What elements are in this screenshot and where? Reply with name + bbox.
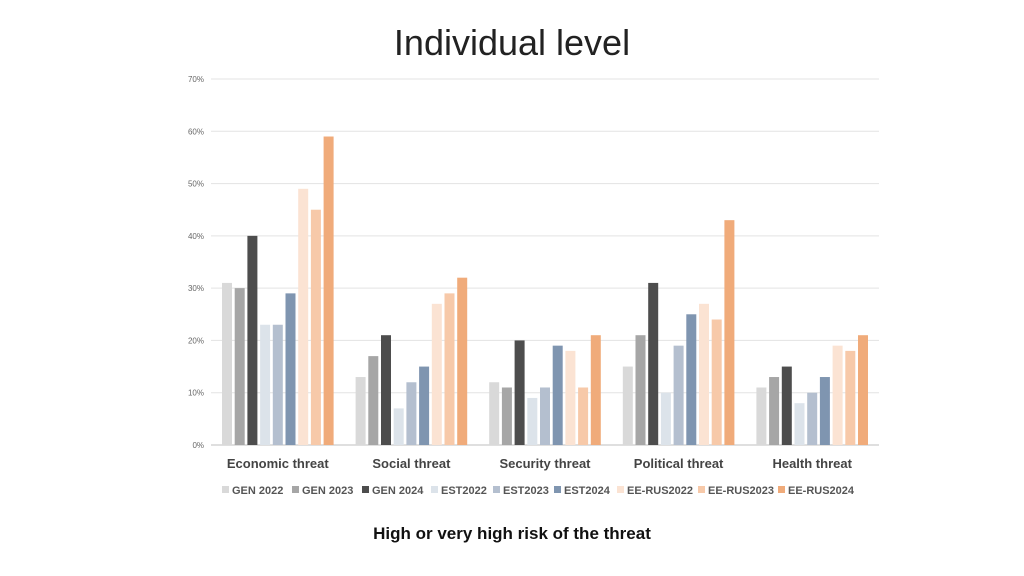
legend-label: EST2024	[564, 485, 611, 497]
bar-est2022-0	[260, 324, 271, 445]
bar-ee-rus2023-4	[845, 350, 856, 445]
y-axis-ticks: 0% 10% 20% 30% 40% 50% 60% 70%	[188, 75, 204, 450]
legend-item: GEN 2023	[292, 485, 353, 497]
bar-est2022-1	[393, 408, 404, 445]
legend-label: EE-RUS2024	[788, 485, 855, 497]
y-tick-label: 10%	[188, 389, 204, 398]
bar-est2022-4	[794, 403, 805, 445]
legend-swatch	[292, 486, 299, 493]
bar-gen-2024-3	[648, 282, 659, 445]
legend-item: EST2022	[431, 485, 487, 497]
legend-item: GEN 2022	[222, 485, 283, 497]
bar-gen-2022-1	[355, 377, 366, 445]
category-label: Security threat	[499, 456, 591, 471]
y-tick-label: 70%	[188, 75, 204, 84]
legend-label: EE-RUS2022	[627, 485, 693, 497]
category-label: Social threat	[372, 456, 451, 471]
legend-swatch	[698, 486, 705, 493]
footer-caption: High or very high risk of the threat	[373, 524, 651, 543]
bar-ee-rus2022-3	[699, 303, 709, 445]
category-label: Economic threat	[227, 456, 330, 471]
y-tick-label: 60%	[188, 127, 204, 136]
bar-ee-rus2023-1	[444, 293, 455, 445]
bar-gen-2024-1	[381, 335, 391, 445]
category-label: Health threat	[772, 456, 852, 471]
legend-swatch	[617, 486, 624, 493]
legend-label: EE-RUS2023	[708, 485, 774, 497]
legend-item: EE-RUS2022	[617, 485, 693, 497]
bar-est2024-2	[552, 345, 563, 445]
bar-est2023-0	[272, 324, 283, 445]
bar-est2023-2	[540, 387, 550, 445]
legend-label: GEN 2024	[372, 485, 424, 497]
y-tick-label: 40%	[188, 232, 204, 241]
category-label: Political threat	[634, 456, 724, 471]
legend-label: GEN 2022	[232, 485, 283, 497]
legend-label: EST2023	[503, 485, 549, 497]
legend-swatch	[431, 486, 438, 493]
legend: GEN 2022 GEN 2023 GEN 2024 EST2022 EST2023 ES…	[222, 485, 855, 497]
bar-gen-2023-1	[368, 356, 379, 445]
y-tick-label: 50%	[188, 180, 204, 189]
bar-ee-rus2022-1	[431, 303, 442, 445]
bar-gen-2023-2	[501, 387, 512, 445]
bar-est2024-4	[819, 377, 830, 445]
legend-item: EE-RUS2023	[698, 485, 774, 497]
bar-ee-rus2024-3	[724, 220, 735, 445]
bar-ee-rus2023-2	[578, 387, 589, 445]
bar-est2023-4	[807, 392, 818, 445]
legend-swatch	[222, 486, 229, 493]
bar-est2022-3	[660, 392, 671, 445]
legend-item: EST2023	[493, 485, 549, 497]
bar-ee-rus2023-0	[310, 209, 321, 445]
bar-gen-2022-4	[756, 387, 767, 445]
legend-swatch	[554, 486, 561, 493]
bar-est2024-3	[686, 314, 697, 445]
bar-ee-rus2024-0	[323, 136, 334, 445]
bar-est2022-2	[527, 397, 538, 445]
bar-est2023-3	[673, 345, 684, 445]
bars	[222, 136, 868, 446]
legend-item: EE-RUS2024	[778, 485, 855, 497]
legend-label: EST2022	[441, 485, 487, 497]
bar-ee-rus2024-4	[858, 335, 868, 445]
bar-gen-2022-0	[222, 282, 232, 445]
legend-item: EST2024	[554, 485, 611, 497]
bar-gen-2024-2	[514, 340, 525, 445]
category-labels: Economic threat Social threat Security thr…	[227, 456, 853, 471]
bar-est2024-0	[285, 293, 296, 445]
bar-gen-2023-4	[769, 377, 780, 445]
bar-est2024-1	[419, 366, 430, 445]
bar-ee-rus2024-1	[457, 277, 468, 445]
legend-swatch	[362, 486, 369, 493]
y-tick-label: 20%	[188, 336, 204, 345]
bar-gen-2022-2	[489, 382, 500, 445]
bar-gen-2023-3	[635, 335, 646, 445]
bar-est2023-1	[406, 382, 417, 445]
bar-gen-2024-0	[247, 235, 258, 445]
bar-ee-rus2023-3	[711, 319, 722, 445]
legend-swatch	[778, 486, 785, 493]
bar-gen-2022-3	[622, 366, 633, 445]
bar-ee-rus2024-2	[590, 335, 601, 445]
bar-gen-2023-0	[234, 288, 245, 445]
legend-item: GEN 2024	[362, 485, 424, 497]
slide-title: Individual level	[393, 22, 631, 63]
legend-swatch	[493, 486, 500, 493]
y-tick-label: 0%	[192, 441, 204, 450]
y-tick-label: 30%	[188, 284, 204, 293]
bar-ee-rus2022-2	[565, 350, 576, 445]
bar-gen-2024-4	[781, 366, 792, 445]
bar-ee-rus2022-0	[298, 188, 309, 446]
bar-ee-rus2022-4	[832, 345, 843, 445]
legend-label: GEN 2023	[302, 485, 353, 497]
